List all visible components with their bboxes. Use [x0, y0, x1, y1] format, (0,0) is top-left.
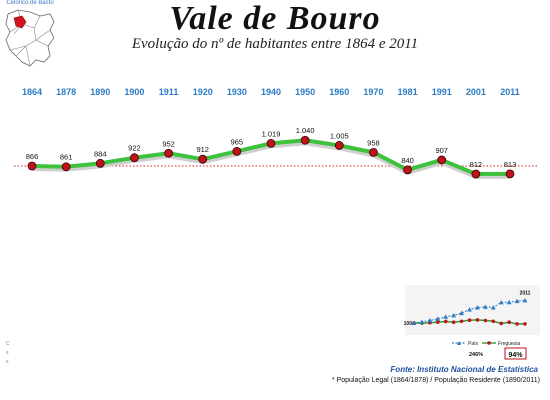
year-label: 2001: [466, 87, 486, 97]
footnote: * População Legal (1864/1878) / Populaçã…: [331, 377, 540, 384]
year-label: 1981: [398, 87, 418, 97]
year-label: 1864: [22, 87, 42, 97]
data-label: 813: [504, 160, 517, 169]
data-label: 912: [196, 145, 209, 154]
year-label: 1920: [193, 87, 213, 97]
page-subtitle: Evolução do nº de habitantes entre 1864 …: [131, 36, 419, 52]
data-point: [437, 155, 447, 165]
data-point: [27, 161, 37, 171]
data-label: 922: [128, 144, 141, 153]
year-label: 1878: [56, 87, 76, 97]
year-label: 1970: [363, 87, 383, 97]
data-label: 1.019: [262, 129, 281, 138]
data-label: 840: [401, 156, 414, 165]
data-label: 1.005: [330, 131, 349, 140]
left-mark: C: [6, 341, 10, 347]
year-label: 1940: [261, 87, 281, 97]
left-mark: s: [6, 350, 9, 356]
data-label: 1.040: [296, 126, 315, 135]
data-point: [403, 165, 412, 175]
region-map: Celorico de Basto: [0, 0, 60, 90]
year-label: 1991: [432, 87, 452, 97]
year-label: 1960: [329, 87, 349, 97]
data-label: 884: [94, 149, 107, 158]
year-label: 1930: [227, 87, 247, 97]
data-label: 958: [367, 138, 380, 147]
data-label: 861: [60, 153, 73, 162]
year-label: 1890: [90, 87, 110, 97]
year-label: 1950: [295, 87, 315, 97]
year-label: 1911: [159, 87, 179, 97]
data-point: [130, 153, 139, 163]
data-point: [198, 154, 208, 164]
data-point: [61, 162, 71, 172]
data-point: [266, 138, 276, 148]
data-point: [369, 147, 378, 157]
locator-map-icon: [5, 9, 55, 67]
year-label: 1900: [124, 87, 144, 97]
source-note: Fonte: Instituto Nacional de Estatística: [390, 365, 538, 374]
map-caption: Celorico de Basto: [6, 0, 54, 6]
data-point: [334, 141, 344, 150]
data-point: [471, 169, 481, 179]
left-marks: C s s: [6, 340, 10, 367]
left-mark: s: [6, 359, 9, 365]
data-point: [95, 158, 105, 168]
data-label: 952: [162, 139, 175, 148]
data-point: [505, 169, 515, 179]
data-label: 812: [470, 160, 483, 169]
data-point: [232, 146, 242, 156]
data-point: [164, 148, 173, 158]
data-label: 965: [231, 137, 244, 146]
data-label: 866: [26, 152, 39, 161]
data-label: 907: [435, 146, 448, 155]
page-title: Vale de Bouro: [169, 0, 381, 37]
data-point: [300, 135, 310, 145]
year-label: 2011: [500, 87, 520, 97]
